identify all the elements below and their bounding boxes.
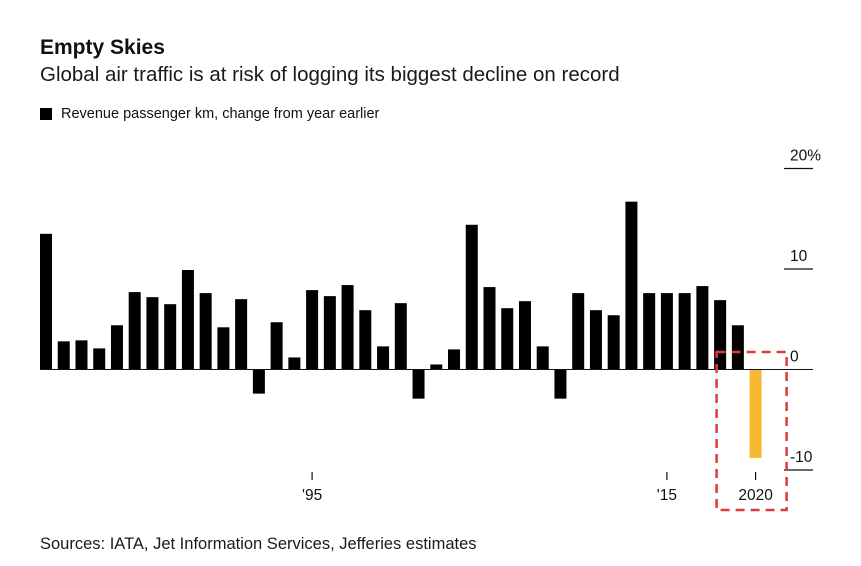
x-tick-label-1995: '95 xyxy=(302,487,322,504)
bar-1991: 1991: 7 xyxy=(235,299,248,370)
bar-2004: 2004: 14.4 xyxy=(465,224,478,370)
bar-1980: 1980: 13.5 xyxy=(40,233,52,370)
chart-title: Empty Skies xyxy=(40,36,165,59)
bar-2005: 2005: 8.2 xyxy=(483,287,496,370)
bar-2009: 2009: -2.9 xyxy=(554,369,567,399)
legend-swatch xyxy=(40,108,52,120)
bar-1992: 1992: -2.4 xyxy=(252,369,265,394)
bar-1986: 1986: 7.2 xyxy=(146,297,159,370)
bar-2012: 2012: 5.4 xyxy=(607,315,620,370)
chart-subtitle: Global air traffic is at risk of logging… xyxy=(40,63,620,86)
bar-1998: 1998: 5.9 xyxy=(359,310,372,370)
bar-1983: 1983: 2.1 xyxy=(93,348,106,370)
x-tick-label-2015: '15 xyxy=(657,487,677,504)
legend: Revenue passenger km, change from year e… xyxy=(40,106,379,122)
bar-1990: 1990: 4.2 xyxy=(217,327,230,370)
y-tick-label--10: -10 xyxy=(790,449,813,466)
bar-2020-highlight: 2020: -8.8 xyxy=(749,369,762,458)
bar-1993: 1993: 4.7 xyxy=(270,322,283,370)
bar-1981: 1981: 2.8 xyxy=(57,341,70,370)
bar-2006: 2006: 6.1 xyxy=(501,308,514,370)
bar-1987: 1987: 6.5 xyxy=(164,304,177,370)
bar-2019: 2019: 4.4 xyxy=(731,325,744,370)
bar-1997: 1997: 8.4 xyxy=(341,285,354,370)
bar-2001: 2001: -2.9 xyxy=(412,369,425,399)
bar-1999: 1999: 2.3 xyxy=(377,346,390,370)
bar-1982: 1982: 2.9 xyxy=(75,340,88,370)
bar-2008: 2008: 2.3 xyxy=(536,346,549,370)
bar-1994: 1994: 1.2 xyxy=(288,357,301,370)
bar-2010: 2010: 7.6 xyxy=(572,293,585,370)
y-tick-label-10: 10 xyxy=(790,248,808,265)
bar-1988: 1988: 9.9 xyxy=(181,270,194,370)
bar-1984: 1984: 4.4 xyxy=(110,325,123,370)
bar-2011: 2011: 5.9 xyxy=(589,310,602,370)
bar-2013: 2013: 16.7 xyxy=(625,201,638,370)
legend-label: Revenue passenger km, change from year e… xyxy=(61,106,380,122)
source-note: Sources: IATA, Jet Information Services,… xyxy=(40,535,477,553)
bar-2018: 2018: 6.9 xyxy=(714,300,727,370)
y-tick-label-20: 20% xyxy=(790,148,821,165)
x-tick-label-2020: 2020 xyxy=(738,487,773,504)
bar-2014: 2014: 7.6 xyxy=(643,293,656,370)
bar-2000: 2000: 6.6 xyxy=(394,303,407,370)
bar-2017: 2017: 8.3 xyxy=(696,286,709,370)
highlight-box-2020 xyxy=(715,350,788,512)
bar-2002: 2002: 0.5 xyxy=(430,364,443,370)
bar-1985: 1985: 7.7 xyxy=(128,292,141,370)
bar-2007: 2007: 6.8 xyxy=(518,301,531,370)
bar-1996: 1996: 7.3 xyxy=(323,296,336,370)
bar-2015: 2015: 7.6 xyxy=(660,293,673,370)
bar-1995: 1995: 7.9 xyxy=(306,290,319,370)
bar-2003: 2003: 2 xyxy=(448,349,461,370)
y-tick-label-0: 0 xyxy=(790,349,799,366)
bar-2016: 2016: 7.6 xyxy=(678,293,691,370)
bar-1989: 1989: 7.6 xyxy=(199,293,212,370)
